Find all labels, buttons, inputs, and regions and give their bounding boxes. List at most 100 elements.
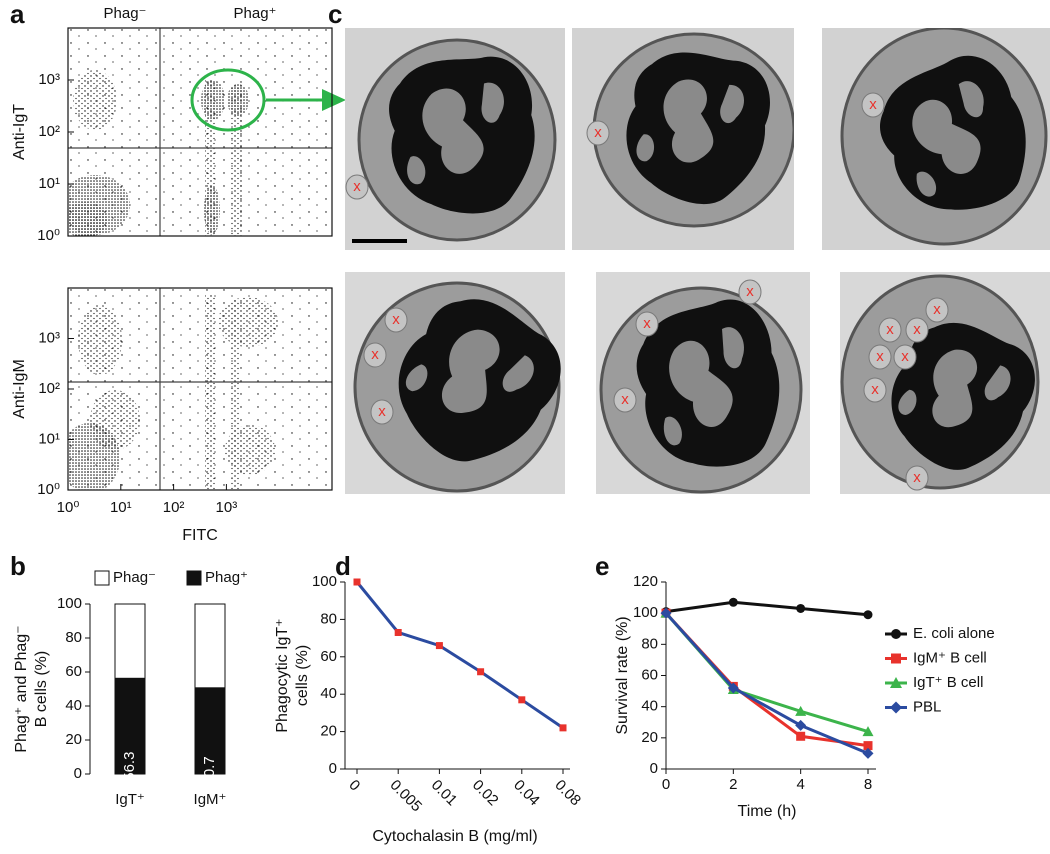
micrograph xyxy=(822,28,1050,250)
y-tick-label: 10⁰ xyxy=(37,227,60,244)
bar-segment xyxy=(114,603,146,679)
legend-label: IgM⁺ B cell xyxy=(913,649,987,666)
particle xyxy=(738,279,762,305)
x-tick-label: 0 xyxy=(662,776,670,793)
particle-marker: x xyxy=(371,346,379,363)
marker xyxy=(660,607,672,619)
particle-marker: x xyxy=(913,469,921,486)
particle xyxy=(925,297,949,323)
y-tick-label: 20 xyxy=(641,729,658,746)
x-axis-label: Time (h) xyxy=(738,803,797,820)
particle-marker: x xyxy=(746,283,754,300)
micrograph xyxy=(596,272,810,494)
marker xyxy=(394,628,402,636)
gate-lines xyxy=(68,28,332,490)
particle xyxy=(905,317,929,343)
y-axis-label: Phag⁺ and Phag⁻ xyxy=(13,625,30,752)
y-tick-label: 10¹ xyxy=(38,175,60,192)
x-tick-label: 0.02 xyxy=(469,777,502,810)
particle xyxy=(613,387,637,413)
y-tick-label: 10² xyxy=(38,123,60,140)
y-tick-label: 40 xyxy=(320,685,337,702)
marker xyxy=(863,741,873,751)
y-tick-label: 100 xyxy=(57,595,82,612)
marker xyxy=(795,705,807,716)
y-tick-label: 0 xyxy=(329,760,337,777)
series-line xyxy=(664,612,869,755)
value-label: 50.7 xyxy=(201,756,218,785)
marker xyxy=(862,747,874,759)
legend-swatch xyxy=(94,570,110,586)
y-tick-label: 80 xyxy=(65,629,82,646)
x-tick-label: 0.005 xyxy=(387,777,426,816)
marker xyxy=(518,696,526,704)
y-tick-label: 0 xyxy=(74,765,82,782)
panel-letter: c xyxy=(328,0,342,29)
panel-letter: d xyxy=(335,551,351,581)
y-tick-label: 20 xyxy=(320,723,337,740)
particle-marker: x xyxy=(392,311,400,328)
legend-label: Phag⁻ xyxy=(113,569,156,586)
y-tick-label: 40 xyxy=(65,697,82,714)
particle-marker: x xyxy=(621,391,629,408)
y-axis-label: Survival rate (%) xyxy=(614,616,631,734)
marker xyxy=(863,610,873,620)
marker xyxy=(891,629,901,639)
legend-label: Phag⁺ xyxy=(205,569,248,586)
x-tick-label: 0 xyxy=(345,777,363,795)
particle xyxy=(893,344,917,370)
marker xyxy=(891,653,901,664)
y-tick-label: 60 xyxy=(641,666,658,683)
particle-marker: x xyxy=(353,178,361,195)
panel-letter: b xyxy=(10,551,26,581)
gate-circle xyxy=(190,68,266,132)
y-tick-label: 10³ xyxy=(38,71,60,88)
series-line xyxy=(664,612,869,748)
legend-label: PBL xyxy=(913,698,941,715)
y-tick-label: 10¹ xyxy=(38,430,60,447)
marker xyxy=(890,677,902,688)
x-tick-label: 0.08 xyxy=(551,777,584,810)
particle-marker: x xyxy=(901,348,909,365)
legend-label: IgT⁺ B cell xyxy=(913,674,983,691)
bar-segment xyxy=(194,603,226,689)
particle-marker: x xyxy=(913,321,921,338)
y-tick-label: 80 xyxy=(320,610,337,627)
particle xyxy=(905,465,929,491)
particle-marker: x xyxy=(876,348,884,365)
marker xyxy=(796,731,806,741)
particle xyxy=(345,174,369,200)
particle xyxy=(878,317,902,343)
particle-marker: x xyxy=(378,403,386,420)
marker xyxy=(477,668,485,676)
marker xyxy=(890,701,902,714)
series-line xyxy=(665,600,869,617)
legend-swatch xyxy=(186,570,202,586)
y-tick-label: 60 xyxy=(65,663,82,680)
x-tick-label: IgT⁺ xyxy=(115,791,145,808)
x-axis-label: FITC xyxy=(182,527,218,544)
x-tick-label: 10³ xyxy=(216,499,238,516)
x-tick-label: 10¹ xyxy=(110,499,132,516)
particle-marker: x xyxy=(933,301,941,318)
y-tick-label: 80 xyxy=(641,635,658,652)
x-tick-label: 10⁰ xyxy=(57,499,80,516)
particle xyxy=(370,399,394,425)
y-tick-label: 10³ xyxy=(38,329,60,346)
particle xyxy=(868,344,892,370)
particle xyxy=(863,377,887,403)
x-tick-label: 8 xyxy=(864,776,872,793)
marker xyxy=(795,719,807,731)
y-axis-label: Anti-IgT xyxy=(11,104,28,160)
micrograph xyxy=(345,28,565,250)
x-tick-label: 0.04 xyxy=(510,777,543,810)
particle-marker: x xyxy=(869,96,877,113)
x-tick-label: IgM⁺ xyxy=(194,791,227,808)
bar-segment xyxy=(114,677,146,775)
y-tick-label: 120 xyxy=(633,573,658,590)
particle xyxy=(635,311,659,337)
y-axis-label: B cells (%) xyxy=(33,651,50,727)
y-tick-label: 100 xyxy=(633,604,658,621)
y-tick-label: 60 xyxy=(320,648,337,665)
